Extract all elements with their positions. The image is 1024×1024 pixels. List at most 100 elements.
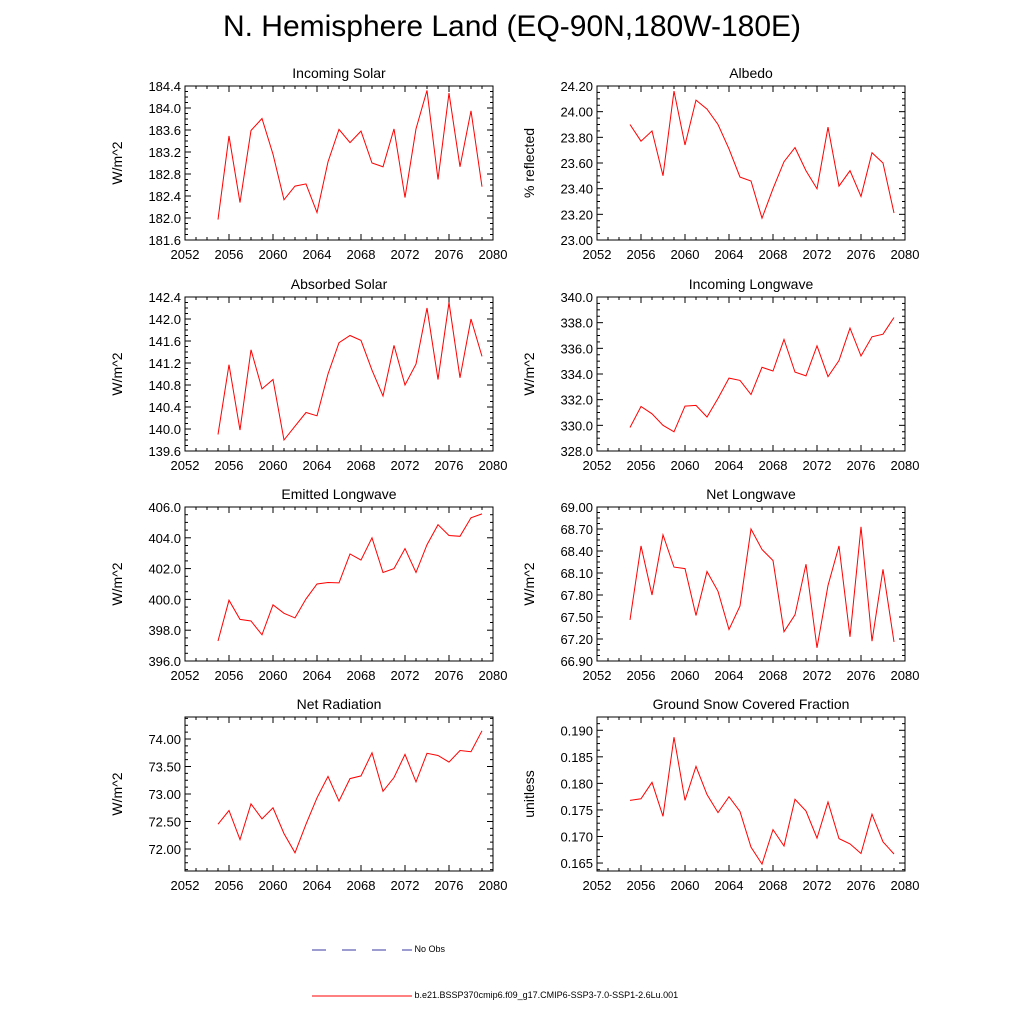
- y-tick-label: 23.20: [560, 207, 593, 222]
- y-tick-label: 141.2: [148, 356, 181, 371]
- y-tick-label: 140.4: [148, 400, 181, 415]
- x-tick-label: 2068: [347, 878, 376, 893]
- legend-obs-swatch: [312, 949, 412, 951]
- y-tick-label: 68.10: [560, 566, 593, 581]
- y-tick-label: 67.80: [560, 588, 593, 603]
- x-tick-label: 2060: [259, 878, 288, 893]
- y-tick-label: 182.8: [148, 167, 181, 182]
- x-tick-label: 2076: [435, 668, 464, 683]
- y-tick-label: 330.0: [560, 418, 593, 433]
- y-tick-label: 73.50: [148, 760, 181, 775]
- legend-model-swatch: [312, 995, 412, 997]
- x-tick-label: 2072: [391, 247, 420, 262]
- legend-label-obs: No Obs: [414, 944, 446, 954]
- panel-title: Incoming Solar: [292, 65, 386, 81]
- x-tick-label: 2056: [627, 878, 656, 893]
- x-tick-label: 2060: [671, 878, 700, 893]
- x-tick-label: 2072: [391, 458, 420, 473]
- y-tick-label: 0.180: [560, 776, 593, 791]
- legend-item-model: b.e21.BSSP370cmip6.f09_g17.CMIP6-SSP3-7.…: [312, 990, 678, 1000]
- y-tick-label: 140.8: [148, 378, 181, 393]
- series-line-0: [217, 90, 483, 220]
- panel-title: Albedo: [729, 65, 773, 81]
- x-tick-label: 2052: [583, 878, 612, 893]
- x-tick-label: 2052: [583, 458, 612, 473]
- y-axis-label: W/m^2: [109, 562, 125, 605]
- series-line-0: [217, 513, 483, 642]
- y-tick-label: 24.00: [560, 105, 593, 120]
- x-tick-label: 2072: [391, 668, 420, 683]
- x-tick-label: 2056: [627, 458, 656, 473]
- y-tick-label: 142.4: [148, 290, 181, 305]
- y-axis-label: W/m^2: [521, 352, 537, 395]
- x-tick-label: 2052: [583, 668, 612, 683]
- y-tick-label: 23.40: [560, 182, 593, 197]
- x-tick-label: 2072: [803, 247, 832, 262]
- x-tick-label: 2068: [347, 247, 376, 262]
- x-tick-label: 2080: [479, 247, 508, 262]
- x-tick-label: 2056: [215, 458, 244, 473]
- x-tick-label: 2064: [715, 668, 744, 683]
- y-tick-label: 139.6: [148, 444, 181, 459]
- x-tick-label: 2080: [479, 668, 508, 683]
- x-tick-label: 2052: [171, 878, 200, 893]
- x-tick-label: 2076: [435, 878, 464, 893]
- x-tick-label: 2080: [891, 458, 920, 473]
- y-tick-label: 183.2: [148, 145, 181, 160]
- x-tick-label: 2080: [479, 878, 508, 893]
- chart-panel-4: Emitted Longwave W/m^2 2052 2056 2060 2064 206…: [109, 486, 507, 683]
- x-tick-label: 2072: [803, 458, 832, 473]
- y-tick-label: 184.4: [148, 79, 181, 94]
- y-tick-label: 73.00: [148, 787, 181, 802]
- y-tick-label: 340.0: [560, 290, 593, 305]
- y-tick-label: 398.0: [148, 623, 181, 638]
- y-tick-label: 24.20: [560, 79, 593, 94]
- x-tick-label: 2064: [303, 878, 332, 893]
- x-tick-label: 2072: [803, 878, 832, 893]
- x-tick-label: 2056: [627, 247, 656, 262]
- x-tick-label: 2068: [759, 247, 788, 262]
- figure-title: N. Hemisphere Land (EQ-90N,180W-180E): [222, 10, 802, 43]
- x-tick-label: 2068: [759, 878, 788, 893]
- x-tick-label: 2060: [671, 458, 700, 473]
- x-tick-label: 2056: [215, 878, 244, 893]
- y-tick-label: 23.00: [560, 233, 593, 248]
- y-tick-label: 181.6: [148, 233, 181, 248]
- plot-frame: [596, 296, 906, 452]
- y-axis-label: W/m^2: [521, 562, 537, 605]
- y-axis-label: % reflected: [521, 128, 537, 198]
- series-line-0: [629, 317, 895, 433]
- x-tick-label: 2080: [891, 878, 920, 893]
- y-tick-label: 404.0: [148, 531, 181, 546]
- y-tick-label: 182.0: [148, 211, 181, 226]
- chart-panel-6: Net Radiation W/m^2 2052 2056 2060 2064 2068 20…: [109, 696, 507, 893]
- y-tick-label: 183.6: [148, 123, 181, 138]
- x-tick-label: 2064: [303, 668, 332, 683]
- panel-title: Ground Snow Covered Fraction: [653, 696, 850, 712]
- series-line-0: [217, 730, 483, 854]
- x-tick-label: 2076: [847, 458, 876, 473]
- legend-label-model: b.e21.BSSP370cmip6.f09_g17.CMIP6-SSP3-7.…: [414, 990, 679, 1000]
- y-tick-label: 66.90: [560, 654, 593, 669]
- chart-panel-0: Incoming Solar W/m^2 2052 2056 2060 2064 2068 2…: [109, 65, 507, 262]
- x-tick-label: 2076: [435, 247, 464, 262]
- x-tick-label: 2072: [803, 668, 832, 683]
- y-tick-label: 402.0: [148, 562, 181, 577]
- x-tick-label: 2052: [171, 247, 200, 262]
- series-line-0: [629, 526, 895, 648]
- x-tick-label: 2064: [715, 458, 744, 473]
- y-tick-label: 0.185: [560, 750, 593, 765]
- y-tick-label: 400.0: [148, 592, 181, 607]
- y-axis-label: W/m^2: [109, 141, 125, 184]
- x-tick-label: 2052: [171, 668, 200, 683]
- x-tick-label: 2068: [347, 458, 376, 473]
- panel-title: Incoming Longwave: [689, 276, 814, 292]
- y-tick-label: 67.20: [560, 632, 593, 647]
- x-tick-label: 2064: [303, 458, 332, 473]
- plot-frame: [596, 85, 906, 241]
- y-axis-label: unitless: [521, 770, 537, 817]
- x-tick-label: 2052: [583, 247, 612, 262]
- x-tick-label: 2080: [891, 668, 920, 683]
- series-line-0: [629, 91, 895, 220]
